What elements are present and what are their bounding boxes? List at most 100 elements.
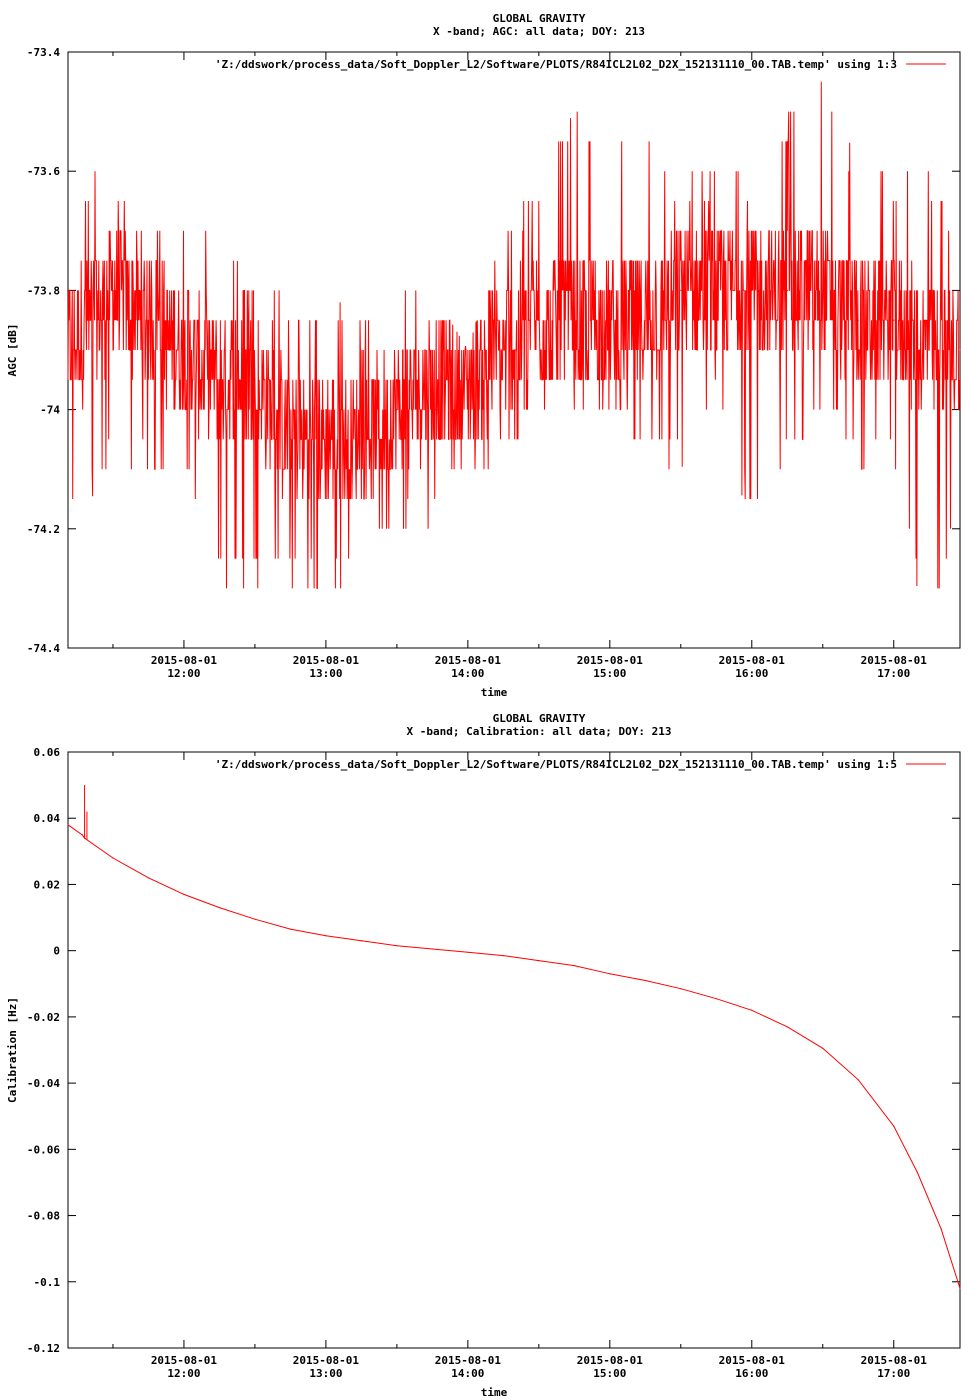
x-tick-date: 2015-08-01	[861, 1354, 928, 1367]
y-tick-label: 0.02	[34, 878, 61, 891]
data-point	[786, 289, 788, 291]
y-tick-label: -0.06	[27, 1143, 60, 1156]
data-point	[822, 289, 824, 291]
y-tick-label: -0.04	[27, 1077, 60, 1090]
data-point	[396, 409, 398, 411]
data-point	[893, 1125, 895, 1127]
series-line	[67, 824, 961, 1289]
x-tick-time: 15:00	[593, 667, 626, 680]
x-tick-time: 17:00	[877, 1367, 910, 1380]
y-tick-label: -74	[40, 404, 60, 417]
y-tick-label: -0.1	[34, 1276, 61, 1289]
data-point	[893, 319, 895, 321]
x-tick-date: 2015-08-01	[861, 654, 928, 667]
y-tick-label: -0.08	[27, 1210, 60, 1223]
data-point	[502, 349, 504, 351]
data-point	[940, 1228, 942, 1230]
data-point	[183, 893, 185, 895]
data-point	[360, 438, 362, 440]
x-tick-date: 2015-08-01	[719, 654, 786, 667]
data-point	[254, 918, 256, 920]
data-point	[467, 379, 469, 381]
chart-title: GLOBAL GRAVITY	[493, 12, 586, 25]
data-point	[822, 1047, 824, 1049]
data-point	[67, 349, 69, 351]
data-point	[751, 289, 753, 291]
data-point	[644, 979, 646, 982]
data-point	[538, 960, 540, 962]
y-tick-label: -74.2	[27, 523, 60, 536]
data-point	[325, 935, 327, 937]
data-point	[431, 948, 433, 950]
y-tick-label: -73.8	[27, 284, 60, 297]
data-point	[715, 289, 717, 291]
y-tick-label: -0.02	[27, 1011, 60, 1024]
data-point	[573, 319, 575, 321]
y-tick-label: -0.12	[27, 1342, 60, 1355]
chart-title: GLOBAL GRAVITY	[493, 712, 586, 725]
data-point	[959, 1287, 961, 1289]
data-point	[680, 289, 682, 291]
y-tick-label: 0.04	[34, 812, 61, 825]
x-axis-label: time	[481, 686, 508, 699]
data-point	[183, 349, 185, 351]
x-tick-time: 12:00	[167, 667, 200, 680]
data-point	[396, 945, 398, 947]
x-tick-date: 2015-08-01	[577, 654, 644, 667]
x-tick-date: 2015-08-01	[719, 1354, 786, 1367]
x-tick-time: 16:00	[735, 1367, 768, 1380]
y-axis-label: AGC [dB]	[6, 324, 19, 377]
y-axis-label: Calibration [Hz]	[6, 997, 19, 1103]
x-tick-time: 15:00	[593, 1367, 626, 1380]
data-point	[81, 834, 83, 836]
data-point	[67, 824, 69, 826]
y-tick-label: -73.4	[27, 46, 60, 59]
y-tick-label: 0	[53, 945, 60, 958]
data-point	[609, 319, 611, 321]
x-tick-date: 2015-08-01	[577, 1354, 644, 1367]
data-point	[502, 955, 504, 957]
x-tick-time: 13:00	[309, 667, 342, 680]
data-point	[431, 379, 433, 381]
data-point	[538, 319, 540, 321]
legend-label: 'Z:/ddswork/process_data/Soft_Doppler_L2…	[215, 758, 897, 771]
x-tick-date: 2015-08-01	[151, 654, 218, 667]
data-point	[112, 289, 114, 291]
data-point	[112, 857, 114, 859]
data-point	[916, 1171, 919, 1174]
chart-subtitle: X -band; AGC: all data; DOY: 213	[433, 25, 645, 38]
data-point	[786, 1026, 788, 1028]
x-tick-time: 13:00	[309, 1367, 342, 1380]
data-point	[959, 349, 961, 351]
data-point	[325, 438, 327, 440]
data-point	[218, 907, 221, 909]
y-tick-label: 0.06	[34, 746, 61, 759]
x-tick-date: 2015-08-01	[293, 1354, 360, 1367]
chart-subtitle: X -band; Calibration: all data; DOY: 213	[407, 725, 672, 738]
data-point	[360, 940, 362, 942]
x-tick-date: 2015-08-01	[151, 1354, 218, 1367]
data-point	[680, 988, 682, 990]
data-point	[573, 964, 575, 967]
data-point	[609, 973, 611, 975]
data-point	[147, 319, 150, 321]
x-tick-time: 16:00	[735, 667, 768, 680]
series-line	[67, 81, 960, 589]
data-point	[644, 319, 646, 321]
plot-frame	[67, 751, 961, 1349]
data-point	[289, 928, 292, 930]
x-tick-date: 2015-08-01	[435, 654, 502, 667]
data-point	[289, 438, 292, 440]
x-tick-date: 2015-08-01	[293, 654, 360, 667]
legend-label: 'Z:/ddswork/process_data/Soft_Doppler_L2…	[215, 58, 897, 71]
data-point	[928, 349, 930, 351]
data-point	[857, 1079, 859, 1081]
data-point	[467, 951, 469, 953]
data-point	[218, 379, 221, 381]
data-point	[715, 998, 717, 1000]
x-tick-time: 17:00	[877, 667, 910, 680]
x-tick-time: 14:00	[451, 1367, 484, 1380]
x-tick-date: 2015-08-01	[435, 1354, 502, 1367]
